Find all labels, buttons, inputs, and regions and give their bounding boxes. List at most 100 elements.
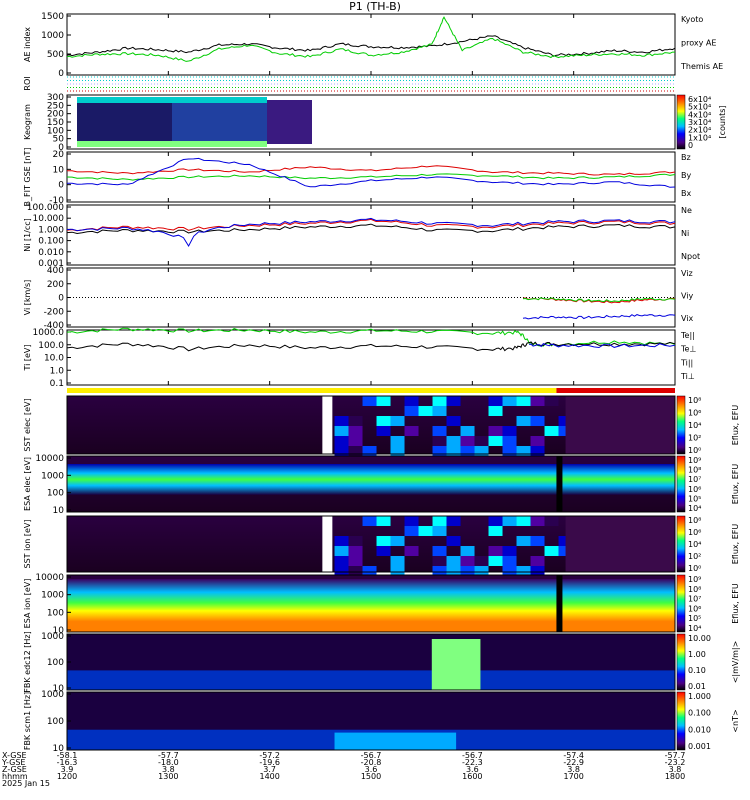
colorbar-tick: 10⁷ [688,595,701,604]
panel-frame-ti [66,329,676,386]
time-tick-label: 1800 [665,772,685,781]
spectrogram-cell [446,516,461,526]
orbit-y: -18.0 [158,758,179,767]
spectrogram-cell [502,436,517,446]
colorbar-label: Eflux, EFU [731,583,740,624]
orbit-z: 3.6 [466,765,479,774]
spectrogram-band [334,732,457,750]
colorbar-tick: 10⁹ [688,456,701,465]
spectrogram-cell [348,436,363,446]
spectrogram-cell [488,436,503,446]
colorbar-keogram [676,94,686,150]
colorbar-tick: 0.01 [688,682,706,691]
data-gap [322,516,333,572]
panel-frame-ni [66,204,676,266]
ytick-label: 250 [47,101,64,111]
spectrogram-cell [530,566,545,576]
spectrogram-cell [530,516,545,526]
ytick-label: 1000.0 [33,328,65,338]
spectrogram-cell [376,426,391,436]
legend-ti: Te|| [680,331,695,340]
panel-frame-fbk_e [66,633,676,691]
legend-ni: Ne [681,206,692,215]
spectrogram-cell [488,556,503,566]
ylabel-esa_e: ESA elec [eV] [23,457,32,511]
spectrogram-cell [432,556,447,566]
ytick-label: 1000 [41,690,64,700]
spectrogram-cell [488,516,503,526]
colorbar-sst_i [676,515,686,573]
spectrogram-cell [502,516,517,526]
spectrogram-cell [460,436,475,446]
ytick-label: 300 [47,93,64,103]
spectrogram-cell [390,536,405,546]
colorbar-tick: 3x10⁴ [688,118,711,127]
legend-ae: Themis AE [680,62,723,71]
panel-frame-esa_i [66,574,676,633]
ylabel-keogram: Keogram [23,104,32,140]
ytick-label: 10000 [35,454,64,464]
colorbar-tick: 0.10 [688,666,706,675]
ylabel-bfit: B_FIT GSE [nT] [23,148,32,207]
spectrogram-cell [362,446,377,456]
ylabel-vi: Vi [km/s] [23,280,32,316]
colorbar-tick: 10⁸ [688,396,701,405]
colorbar-label: [counts] [718,106,727,139]
spectrogram-cell [530,396,545,406]
colorbar-tick: 2x10⁴ [688,126,711,135]
colorbar-sst_e [676,395,686,455]
ytick-label: 200 [47,110,64,120]
colorbar-tick: 10⁴ [688,504,701,513]
colorbar-tick: 10⁵ [688,614,701,623]
legend-bfit: Bx [681,189,691,198]
spectrogram-block [565,516,675,572]
spectrogram-cell [404,406,419,416]
spectrogram-cell [390,446,405,456]
spectrogram-cell [460,446,475,456]
colorbar-esa_e [676,455,686,513]
colorbar-tick: 10⁰ [688,564,701,573]
spectrogram-cell [404,396,419,406]
colorbar-label: Eflux, EFU [731,405,740,446]
colorbar-tick: 10⁴ [688,540,701,549]
ytick-label: 20 [53,150,65,160]
spectrogram-cell [432,436,447,446]
colorbar-tick: 10⁵ [688,494,701,503]
panel-frame-sst_e [66,395,676,455]
spectrogram-cell [460,566,475,576]
spectrogram-band [67,579,675,632]
spectrogram-cell [502,446,517,456]
orbit-y: -20.8 [361,758,382,767]
legend-vi: Viz [681,269,693,278]
spectrogram-cell [516,566,531,576]
ytick-label: 1000 [41,632,64,642]
spectrogram-cell [530,556,545,566]
colorbar-tick: 1.00 [688,650,706,659]
ytick-label: 100 [47,489,64,499]
spectrogram-cell [488,426,503,436]
orbit-row-label: Z-GSE [2,765,27,774]
colorbar-tick: 6x10⁴ [688,95,711,104]
spectrogram-cell [446,536,461,546]
mode-bar-fast [556,388,675,393]
spectrogram-cell [558,426,573,436]
spectrogram-cell [334,556,349,566]
colorbar-tick: 0.100 [688,709,711,718]
legend-ni: Ni [681,229,689,238]
colorbar-tick: 10⁴ [688,421,701,430]
colorbar-tick: 1x10⁴ [688,133,711,142]
spectrogram-cell [530,436,545,446]
colorbar-tick: 10⁷ [688,475,701,484]
ylabel-roi: ROI [23,76,32,90]
ytick-label: 10000 [35,573,64,583]
colorbar-tick: 10⁸ [688,516,701,525]
colorbar-label: Eflux, EFU [731,524,740,565]
orbit-y: -22.3 [462,758,483,767]
ytick-label: -200 [44,307,65,317]
ytick-label: 100 [47,658,64,668]
panel-frame-ae [66,13,676,76]
colorbar-tick: 5x10⁴ [688,103,711,112]
colorbar-label: <|mV/m|> [731,641,740,684]
ytick-label: 1000 [41,591,64,601]
